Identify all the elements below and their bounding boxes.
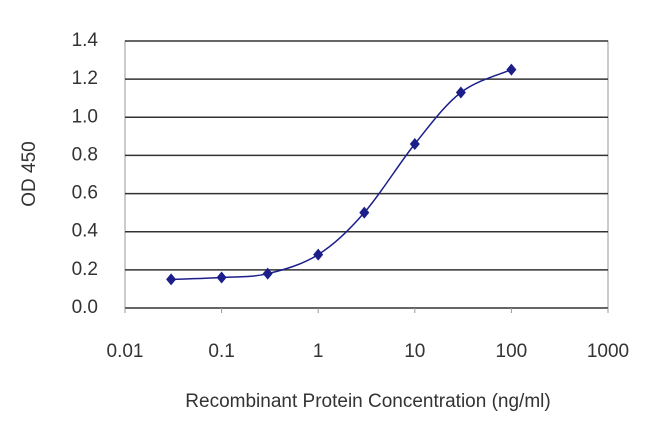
data-point	[455, 86, 466, 99]
data-point	[216, 271, 227, 284]
x-tick-label: 1	[313, 341, 324, 362]
y-tick-label: 0.4	[72, 221, 99, 242]
y-axis-label: OD 450	[19, 141, 40, 206]
data-point	[262, 267, 273, 280]
x-tick-label: 1000	[587, 341, 629, 362]
y-tick-label: 1.0	[72, 106, 98, 127]
x-tick-label: 0.01	[107, 341, 144, 362]
data-point	[506, 63, 517, 76]
fit-line	[171, 68, 512, 281]
y-tick-label: 1.4	[72, 30, 99, 51]
data-point	[313, 248, 324, 261]
x-axis-label: Recombinant Protein Concentration (ng/ml…	[185, 391, 550, 412]
y-tick-label: 1.2	[72, 68, 98, 89]
x-tick-label: 100	[496, 341, 528, 362]
y-tick-label: 0.6	[72, 183, 98, 204]
data-point	[409, 137, 420, 150]
x-tick-label: 0.1	[208, 341, 234, 362]
y-tick-label: 0.8	[72, 144, 98, 165]
y-tick-label: 0.2	[72, 259, 98, 280]
data-point	[359, 206, 370, 219]
data-point	[166, 273, 177, 286]
plot-area	[124, 40, 609, 309]
y-tick-label: 0.0	[72, 297, 98, 318]
x-tick-label: 10	[404, 341, 425, 362]
